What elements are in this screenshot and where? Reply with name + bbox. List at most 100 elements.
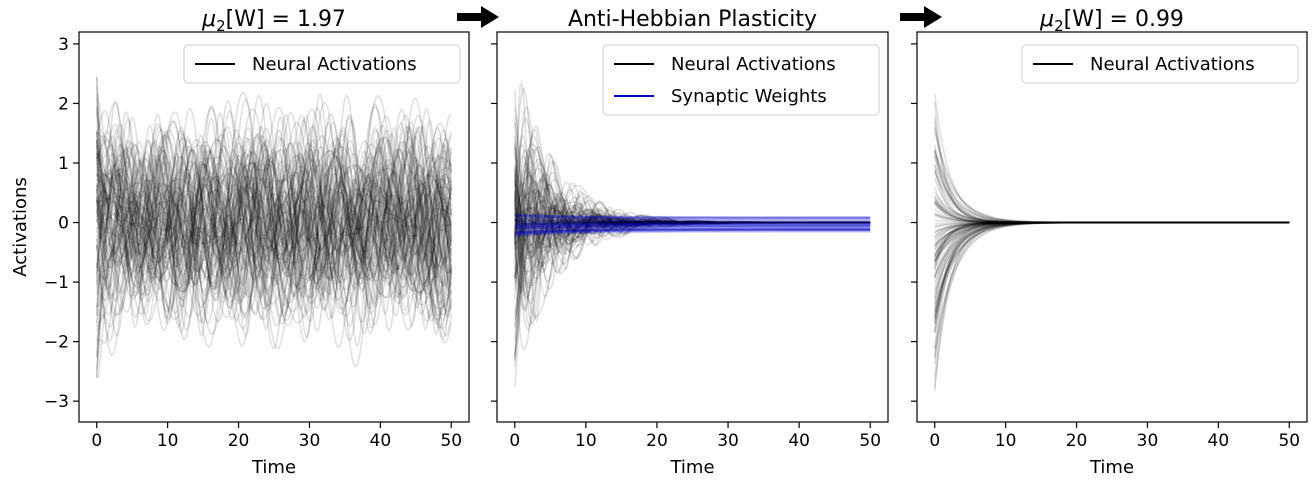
neural-activation-line — [934, 221, 1290, 247]
synaptic-weight-line — [514, 225, 871, 229]
neural-activation-line — [933, 144, 1290, 224]
neural-activation-line — [514, 89, 871, 327]
x-tick-label: 30 — [717, 431, 739, 451]
neural-activation-line — [95, 116, 453, 331]
chart-panel-2: 0 10 20 30 40 50 Time Anti-Hebbian Plasticity Ne… — [491, 7, 889, 478]
neural-activation-line — [933, 155, 1290, 224]
x-axis-label: Time — [669, 457, 714, 478]
synaptic-weight-line — [514, 222, 871, 226]
neural-activation-line — [95, 182, 453, 276]
neural-activation-line — [934, 221, 1290, 234]
neural-activation-line — [933, 221, 1290, 364]
neural-activation-line — [933, 221, 1290, 257]
neural-activation-line — [96, 135, 452, 315]
neural-activation-line — [514, 190, 871, 249]
neural-activation-line — [514, 178, 871, 286]
legend-label: Synaptic Weights — [671, 86, 827, 107]
neural-activation-line — [933, 221, 1290, 390]
synaptic-weight-line — [514, 214, 871, 219]
synaptic-weight-line — [514, 227, 871, 234]
neural-activation-line — [96, 146, 452, 298]
neural-activation-line — [514, 148, 871, 269]
neural-activation-line — [514, 181, 871, 250]
neural-activation-line — [95, 94, 453, 335]
neural-activation-line — [514, 212, 871, 243]
x-tick-label: 20 — [1066, 431, 1088, 451]
neural-activation-line — [934, 221, 1290, 242]
neural-activation-line — [514, 205, 871, 231]
neural-activation-line — [514, 206, 871, 232]
synaptic-weight-line — [514, 223, 871, 226]
neural-activation-line — [95, 140, 453, 300]
neural-activation-line — [933, 196, 1290, 224]
synaptic-weight-line — [514, 224, 871, 229]
neural-activation-line — [933, 221, 1290, 306]
neural-activation-line — [933, 221, 1290, 264]
neural-activation-line — [514, 147, 871, 359]
y-tick-label: 0 — [58, 214, 69, 234]
y-axis-label: Activations — [10, 177, 31, 277]
legend-box — [1021, 44, 1299, 84]
synaptic-weight-line — [514, 225, 871, 230]
neural-activation-line — [933, 221, 1290, 304]
neural-activation-line — [95, 148, 453, 327]
neural-activation-line — [933, 221, 1290, 272]
neural-activation-line — [95, 134, 452, 309]
neural-activation-line — [934, 200, 1290, 224]
neural-activation-line — [95, 76, 453, 316]
neural-activation-line — [514, 179, 871, 294]
neural-activation-line — [933, 221, 1290, 389]
neural-activation-line — [933, 221, 1290, 290]
x-tick-label: 10 — [575, 431, 597, 451]
neural-activation-line — [933, 120, 1290, 224]
neural-activation-line — [95, 107, 452, 338]
neural-activation-line — [933, 221, 1290, 284]
neural-activation-line — [95, 101, 453, 368]
neural-activation-line — [514, 199, 871, 273]
synaptic-weight-line — [514, 227, 871, 234]
neural-activation-line — [95, 101, 453, 341]
neural-activation-line — [95, 110, 453, 378]
arrow-icon — [900, 6, 942, 28]
neural-activation-line — [514, 188, 871, 279]
neural-activation-line — [95, 156, 453, 288]
neural-activation-line — [95, 122, 453, 317]
neural-activation-line — [514, 172, 871, 312]
legend: Neural Activations Synaptic Weights — [602, 44, 880, 116]
neural-activation-line — [514, 148, 871, 270]
neural-activation-line — [934, 202, 1290, 224]
neural-activation-line — [514, 216, 871, 232]
synaptic-weight-line — [514, 223, 871, 227]
neural-activation-line — [933, 221, 1290, 299]
neural-activation-line — [514, 165, 871, 283]
neural-activation-line — [514, 190, 871, 279]
neural-activation-line — [514, 194, 871, 252]
neural-activation-line — [934, 221, 1290, 250]
neural-activation-line — [95, 143, 453, 294]
neural-activation-line — [514, 152, 871, 279]
neural-activation-line — [95, 113, 453, 341]
x-tick-label: 50 — [1278, 431, 1300, 451]
neural-activation-line — [95, 139, 453, 324]
neural-activation-line — [933, 131, 1290, 224]
legend-box — [602, 44, 880, 116]
neural-activation-line — [95, 91, 453, 350]
x-tick-label: 20 — [228, 431, 250, 451]
transition-arrow — [457, 6, 499, 28]
neural-activation-line — [96, 105, 453, 331]
neural-activation-line — [95, 129, 453, 316]
synaptic-weight-line — [514, 229, 871, 236]
x-axis-label: Time — [1089, 457, 1134, 478]
neural-activation-line — [933, 221, 1290, 279]
neural-activation-line — [95, 130, 452, 311]
synaptic-weight-line — [514, 225, 871, 231]
neural-activation-line — [96, 162, 452, 279]
neural-activation-line — [514, 80, 871, 322]
neural-activation-line — [95, 132, 453, 304]
neural-activation-line — [95, 129, 452, 325]
neural-activation-line — [96, 130, 452, 305]
y-tick-label: 3 — [58, 35, 69, 55]
neural-activation-line — [514, 171, 871, 291]
x-tick-label: 10 — [157, 431, 179, 451]
neural-activation-line — [933, 187, 1290, 224]
